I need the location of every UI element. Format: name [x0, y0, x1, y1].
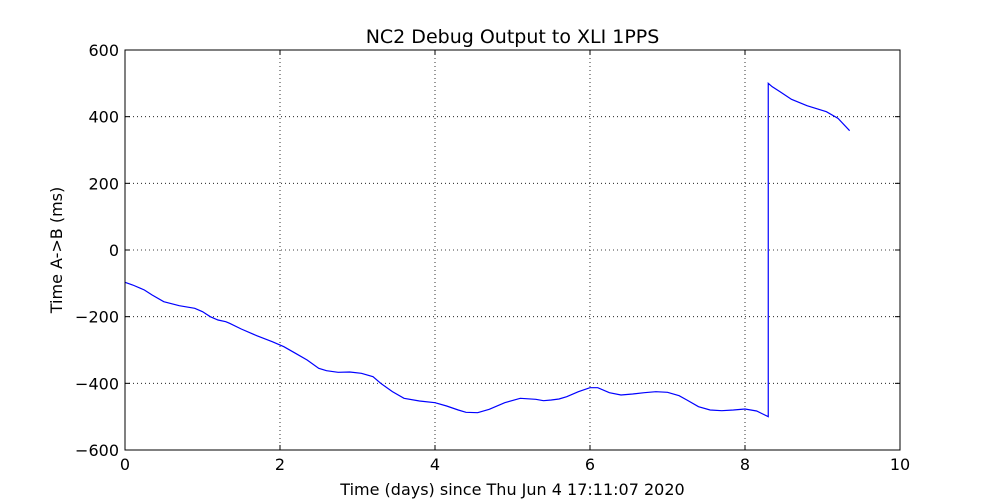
series-layer: [124, 82, 851, 418]
y-tick-label: −600: [75, 441, 119, 460]
y-tick-label: −200: [75, 308, 119, 327]
plot-frame: [124, 49, 901, 451]
y-tick-labels: −600 −400 −200 0 200 400 600: [75, 41, 119, 460]
y-tick-label: 600: [88, 41, 119, 60]
x-tick-label: 2: [275, 455, 285, 474]
x-tick-label: 8: [740, 455, 750, 474]
x-tick-label: 4: [430, 455, 440, 474]
y-tick-label: 0: [109, 241, 119, 260]
x-tick-label: 6: [585, 455, 595, 474]
x-tick-labels: 0 2 4 6 8 10: [120, 455, 910, 474]
y-tick-label: 200: [88, 174, 119, 193]
y-tick-label: −400: [75, 374, 119, 393]
x-axis-label: Time (days) since Thu Jun 4 17:11:07 202…: [339, 480, 684, 499]
x-tick-label: 10: [890, 455, 910, 474]
chart-title: NC2 Debug Output to XLI 1PPS: [366, 26, 660, 48]
y-axis-label: Time A->B (ms): [47, 187, 66, 314]
grid-lines: [125, 50, 900, 450]
y-tick-label: 400: [88, 108, 119, 127]
x-tick-label: 0: [120, 455, 130, 474]
series-line: [124, 82, 851, 418]
